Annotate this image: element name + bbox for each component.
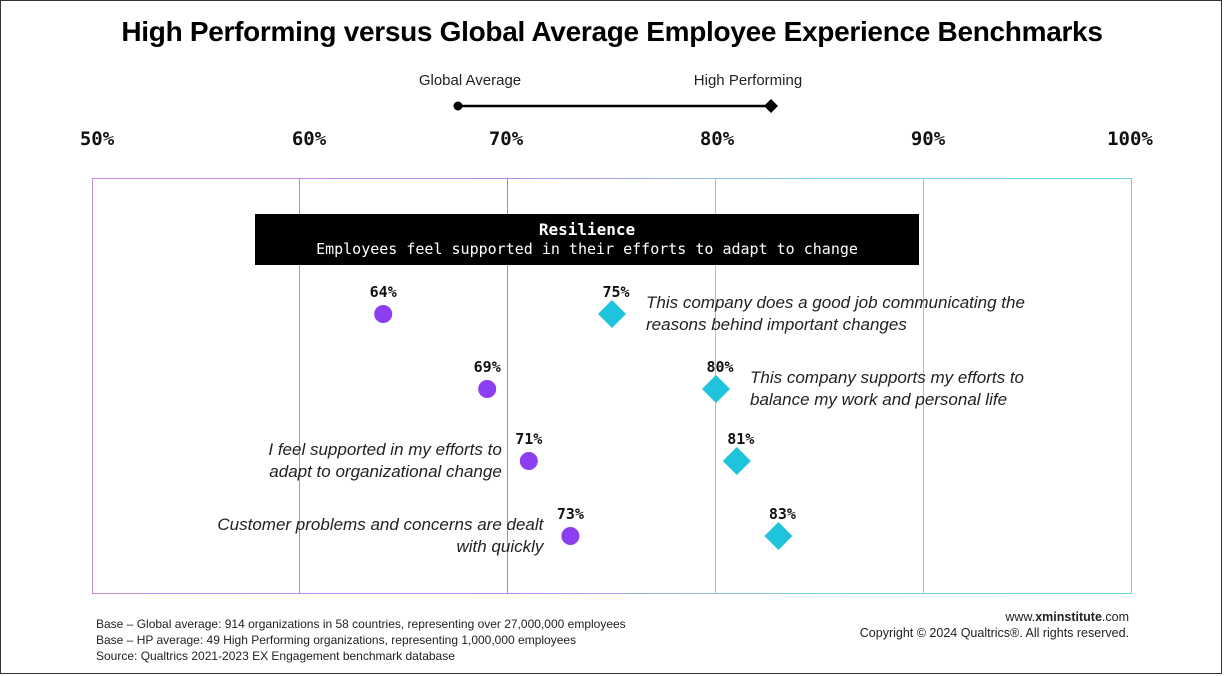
x-tick-label: 70%	[488, 128, 524, 150]
x-tick-label: 80%	[699, 128, 735, 150]
global-average-point	[478, 380, 497, 398]
chart-title: High Performing versus Global Average Em…	[121, 16, 1103, 47]
statement-line: This company does a good job communicati…	[646, 293, 1025, 312]
global-value-label: 69%	[473, 358, 501, 376]
statement-text: This company does a good job communicati…	[646, 292, 1025, 336]
x-tick-label: 90%	[910, 128, 946, 150]
global-value-label: 64%	[369, 283, 397, 301]
statement-line: Customer problems and concerns are dealt	[217, 515, 544, 534]
high-performing-point	[722, 447, 751, 475]
legend-marker	[453, 99, 778, 113]
gridline-60	[299, 178, 300, 594]
legend-circle-marker	[453, 101, 463, 111]
high-value-label: 75%	[602, 283, 630, 301]
high-value-label: 81%	[727, 430, 755, 448]
global-average-point	[561, 527, 580, 545]
high-performing-point	[598, 300, 626, 328]
x-tick-label: 100%	[1107, 128, 1153, 150]
x-tick-label: 60%	[291, 128, 327, 150]
section-title: Resilience	[538, 220, 636, 239]
gridline-90	[923, 178, 924, 594]
footnotes: Base – Global average: 914 organizations…	[96, 616, 626, 664]
statement-line: I feel supported in my efforts to	[268, 440, 502, 459]
section-subtitle: Employees feel supported in their effort…	[316, 240, 858, 258]
high-value-label: 83%	[768, 505, 796, 523]
statement-text: This company supports my efforts to balan…	[750, 367, 1024, 411]
footnote-global-base: Base – Global average: 914 organizations…	[96, 617, 626, 631]
statement-line: reasons behind important changes	[646, 315, 907, 334]
statement-line: with quickly	[456, 537, 544, 556]
legend-high-label: High Performing	[693, 72, 803, 89]
section-banner: Resilience Employees feel supported in t…	[255, 214, 919, 265]
copyright-text: Copyright © 2024 Qualtrics®. All rights …	[859, 626, 1129, 640]
global-average-point	[519, 452, 538, 470]
global-value-label: 73%	[556, 505, 584, 523]
global-average-point	[374, 305, 393, 323]
statement-line: balance my work and personal life	[750, 390, 1008, 409]
high-performing-point	[764, 522, 793, 550]
statement-line: This company supports my efforts to	[750, 368, 1024, 387]
x-tick-label: 50%	[79, 128, 115, 150]
website-link[interactable]: www.xminstitute.com	[1005, 610, 1129, 624]
global-value-label: 71%	[515, 430, 543, 448]
high-performing-point	[702, 375, 730, 403]
footnote-hp-base: Base – HP average: 49 High Performing or…	[96, 633, 577, 647]
legend-diamond-marker	[764, 99, 778, 113]
statement-text: I feel supported in my efforts to adapt t…	[268, 439, 501, 483]
credit: www.xminstitute.com Copyright © 2024 Qua…	[860, 609, 1129, 641]
statement-text: Customer problems and concerns are dealt…	[217, 514, 543, 558]
high-value-label: 80%	[706, 358, 734, 376]
legend-global-label: Global Average	[418, 72, 522, 89]
statement-line: adapt to organizational change	[269, 462, 502, 481]
footnote-source: Source: Qualtrics 2021-2023 EX Engagemen…	[96, 649, 455, 663]
